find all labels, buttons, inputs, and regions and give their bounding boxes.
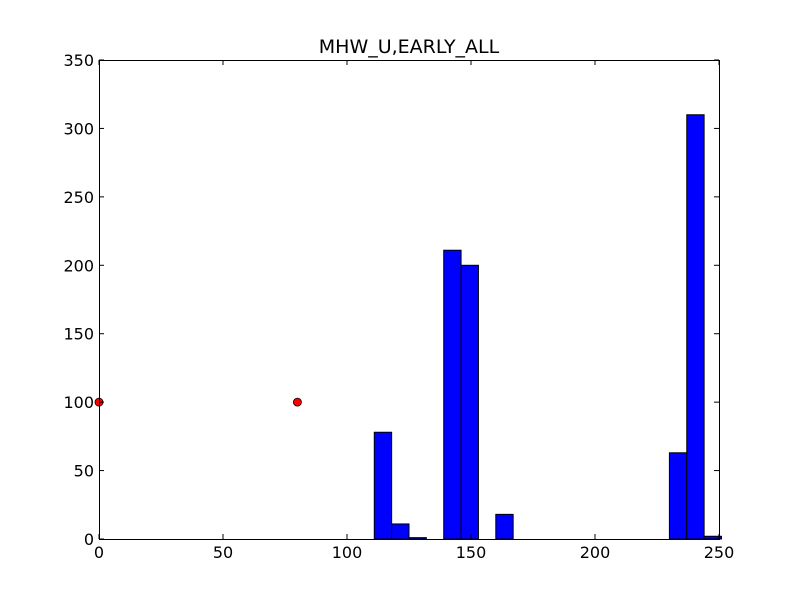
bar-4 — [443, 249, 462, 540]
y-tick-label-4: 200 — [63, 256, 94, 275]
bar-7 — [495, 513, 514, 540]
bar-18 — [686, 114, 705, 540]
chart-title: MHW_U,EARLY_ALL — [319, 36, 500, 58]
data-point-1 — [292, 397, 302, 407]
y-tick-label-5: 250 — [63, 188, 94, 207]
y-tick-label-7: 350 — [63, 51, 94, 70]
x-tick-label-4: 200 — [580, 543, 611, 562]
bar-17 — [668, 452, 688, 540]
bar-0 — [373, 431, 393, 540]
x-tick-label-2: 100 — [332, 543, 363, 562]
x-tick-label-5: 250 — [704, 543, 735, 562]
y-axis: 0 50 100 150 200 250 300 350 — [63, 51, 719, 549]
y-tick-label-1: 50 — [74, 462, 94, 481]
y-tick-label-6: 300 — [63, 119, 94, 138]
y-tick-label-0: 0 — [84, 530, 94, 549]
plot-frame — [99, 60, 720, 540]
x-tick-label-0: 0 — [94, 543, 104, 562]
bars-group — [373, 114, 722, 540]
bar-1 — [391, 523, 410, 540]
x-tick-label-3: 150 — [456, 543, 487, 562]
x-tick-label-1: 50 — [213, 543, 233, 562]
bar-2 — [408, 537, 427, 540]
points-group — [94, 397, 302, 407]
y-tick-label-2: 100 — [63, 393, 94, 412]
bar-5 — [460, 264, 479, 540]
x-axis: 0 50 100 150 200 250 — [94, 60, 734, 562]
y-tick-label-3: 150 — [63, 325, 94, 344]
